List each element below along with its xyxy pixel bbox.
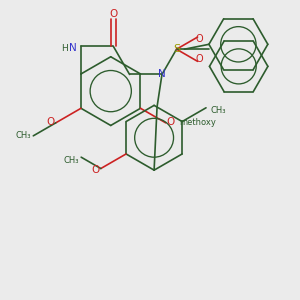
Text: N: N [69, 44, 77, 53]
Text: H: H [61, 44, 68, 53]
Text: O: O [109, 9, 118, 19]
Text: O: O [196, 54, 203, 64]
Text: CH₃: CH₃ [211, 106, 226, 115]
Text: O: O [167, 117, 175, 127]
Text: methoxy: methoxy [179, 118, 216, 127]
Text: CH₃: CH₃ [16, 131, 31, 140]
Text: CH₃: CH₃ [64, 156, 79, 165]
Text: O: O [47, 117, 55, 127]
Text: O: O [92, 164, 100, 175]
Text: S: S [173, 44, 180, 54]
Text: N: N [158, 70, 166, 80]
Text: O: O [196, 34, 203, 44]
